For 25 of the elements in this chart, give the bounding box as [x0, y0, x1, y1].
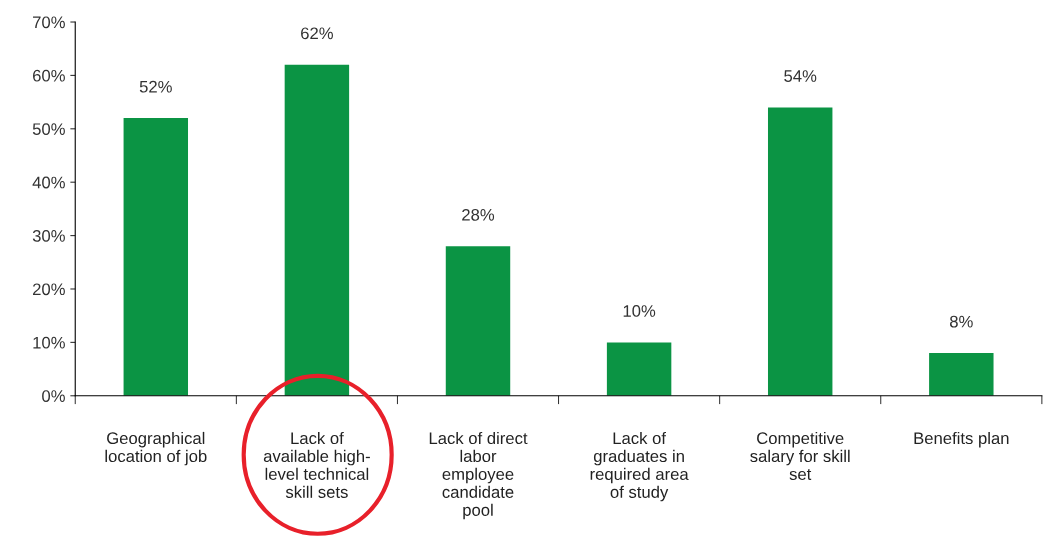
x-tick-label: Geographical location of job [105, 431, 207, 466]
bar [123, 118, 189, 396]
data-label: 62% [301, 27, 333, 40]
x-tick-label: Benefits plan [914, 431, 1009, 448]
data-label: 28% [462, 208, 495, 221]
data-label: 54% [784, 70, 817, 82]
x-tick-label: Lack of available high- level technical skill sets [263, 431, 370, 498]
x-tick-label: Lack of graduates in required area of study [590, 431, 689, 502]
y-tick-label: 20% [33, 283, 65, 296]
y-tick-label: 0% [42, 390, 65, 402]
y-tick-label: 50% [32, 123, 65, 136]
bar [606, 342, 672, 396]
data-label: 10% [623, 305, 656, 317]
y-tick-label: 60% [33, 69, 65, 82]
x-tick-label: Lack of direct labor employee candidate pool [429, 431, 528, 520]
y-tick-label: 70% [33, 16, 65, 29]
bar [929, 353, 994, 396]
x-tick-label: Competitive salary for skill set [750, 431, 850, 481]
bar [767, 107, 833, 396]
data-label: 8% [949, 315, 973, 328]
y-tick-label: 10% [33, 336, 65, 349]
bar [445, 246, 511, 396]
data-label: 52% [139, 80, 172, 93]
y-tick-label: 40% [32, 176, 65, 189]
y-tick-label: 30% [32, 229, 65, 242]
